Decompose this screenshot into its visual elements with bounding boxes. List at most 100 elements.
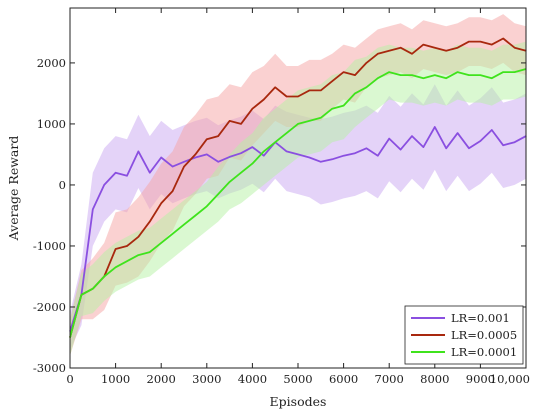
point-lr-0-0001 <box>502 71 504 73</box>
point-lr-0-001 <box>206 153 208 155</box>
point-lr-0-001 <box>103 184 105 186</box>
point-lr-0-0001 <box>468 74 470 76</box>
point-lr-0-001 <box>308 156 310 159</box>
x-tick-label: 3000 <box>192 372 221 386</box>
legend-label-lr-0-0005: LR=0.0005 <box>451 328 517 342</box>
x-tick-label: 2000 <box>147 372 176 386</box>
point-lr-0-0005 <box>172 190 174 192</box>
point-lr-0-0005 <box>365 62 367 64</box>
point-lr-0-0005 <box>400 47 402 49</box>
point-lr-0-0005 <box>274 86 276 88</box>
point-lr-0-001 <box>263 155 265 157</box>
point-lr-0-0005 <box>297 95 299 98</box>
legend: LR=0.001 LR=0.0005 LR=0.0001 <box>404 305 524 365</box>
point-lr-0-0001 <box>411 74 413 76</box>
point-lr-0-0005 <box>445 50 447 52</box>
point-lr-0-0001 <box>514 71 516 73</box>
point-lr-0-001 <box>457 132 459 134</box>
y-axis-title: Average Reward <box>6 136 21 242</box>
point-lr-0-001 <box>251 146 253 148</box>
point-lr-0-0001 <box>160 242 162 244</box>
point-lr-0-001 <box>172 166 174 168</box>
x-tick-label: 9000 <box>466 372 495 386</box>
point-lr-0-001 <box>331 158 333 160</box>
point-lr-0-001 <box>468 147 470 149</box>
y-tick-label: 1000 <box>37 117 66 131</box>
y-axis-ticks: -3000 -2000 -1000 0 1000 2000 <box>33 56 526 375</box>
point-lr-0-001 <box>491 129 493 131</box>
point-lr-0-0001 <box>274 141 276 143</box>
point-lr-0-0001 <box>286 132 288 134</box>
point-lr-0-001 <box>343 155 345 157</box>
point-lr-0-0005 <box>514 47 516 49</box>
x-tick-label: 10,000 <box>490 372 530 386</box>
point-lr-0-001 <box>115 172 117 174</box>
point-lr-0-0001 <box>263 150 265 152</box>
point-lr-0-001 <box>92 208 94 210</box>
point-lr-0-0005 <box>343 71 345 73</box>
point-lr-0-0005 <box>502 37 504 40</box>
point-lr-0-0005 <box>240 123 242 125</box>
point-lr-0-0001 <box>80 294 82 296</box>
point-lr-0-0001 <box>354 92 356 94</box>
point-lr-0-001 <box>149 172 151 174</box>
point-lr-0-0005 <box>194 153 196 155</box>
point-lr-0-0001 <box>149 251 151 253</box>
point-lr-0-0001 <box>308 120 310 122</box>
point-lr-0-001 <box>286 150 288 152</box>
point-lr-0-0001 <box>457 71 459 73</box>
point-lr-0-0001 <box>388 71 390 73</box>
point-lr-0-0001 <box>400 74 402 76</box>
point-lr-0-0001 <box>331 108 333 110</box>
x-tick-label: 0 <box>66 372 73 386</box>
point-lr-0-0001 <box>137 254 139 256</box>
point-lr-0-001 <box>514 141 516 143</box>
point-lr-0-0005 <box>217 135 219 137</box>
point-lr-0-0005 <box>137 236 139 238</box>
point-lr-0-001 <box>400 149 402 151</box>
point-lr-0-0005 <box>457 47 459 49</box>
point-lr-0-0001 <box>217 193 219 195</box>
point-lr-0-0005 <box>411 53 413 55</box>
point-lr-0-0001 <box>92 288 94 290</box>
point-lr-0-001 <box>365 147 367 149</box>
point-lr-0-0001 <box>183 224 185 226</box>
point-lr-0-001 <box>377 155 379 157</box>
point-lr-0-0005 <box>377 53 379 55</box>
point-lr-0-0001 <box>365 86 367 88</box>
point-lr-0-0005 <box>468 41 470 43</box>
point-lr-0-0005 <box>320 89 322 91</box>
y-tick-label: -3000 <box>33 361 66 375</box>
point-lr-0-0005 <box>206 138 208 140</box>
point-lr-0-0001 <box>422 77 424 79</box>
point-lr-0-0005 <box>388 50 390 52</box>
x-tick-label: 5000 <box>283 372 312 386</box>
point-lr-0-0001 <box>445 77 447 79</box>
point-lr-0-0001 <box>434 74 436 76</box>
y-tick-label: -1000 <box>33 239 66 253</box>
point-lr-0-0005 <box>479 41 481 43</box>
point-lr-0-001 <box>320 161 322 163</box>
point-lr-0-0001 <box>343 105 345 107</box>
point-lr-0-001 <box>194 156 196 159</box>
point-lr-0-0005 <box>286 95 288 98</box>
point-lr-0-001 <box>502 144 504 146</box>
point-lr-0-001 <box>388 138 390 140</box>
x-axis-title: Episodes <box>270 394 327 409</box>
point-lr-0-0001 <box>251 163 253 165</box>
band-lr-0-0001 <box>70 41 526 356</box>
point-lr-0-0001 <box>103 275 105 278</box>
point-lr-0-0001 <box>126 260 128 262</box>
point-lr-0-0001 <box>172 233 174 235</box>
point-lr-0-0001 <box>115 266 117 268</box>
point-lr-0-0001 <box>320 117 322 119</box>
y-tick-label: -2000 <box>33 300 66 314</box>
point-lr-0-0005 <box>308 89 310 91</box>
x-tick-label: 4000 <box>238 372 267 386</box>
x-tick-label: 1000 <box>101 372 130 386</box>
legend-label-lr-0-001: LR=0.001 <box>451 311 510 325</box>
x-tick-label: 7000 <box>375 372 404 386</box>
point-lr-0-0005 <box>149 221 151 223</box>
